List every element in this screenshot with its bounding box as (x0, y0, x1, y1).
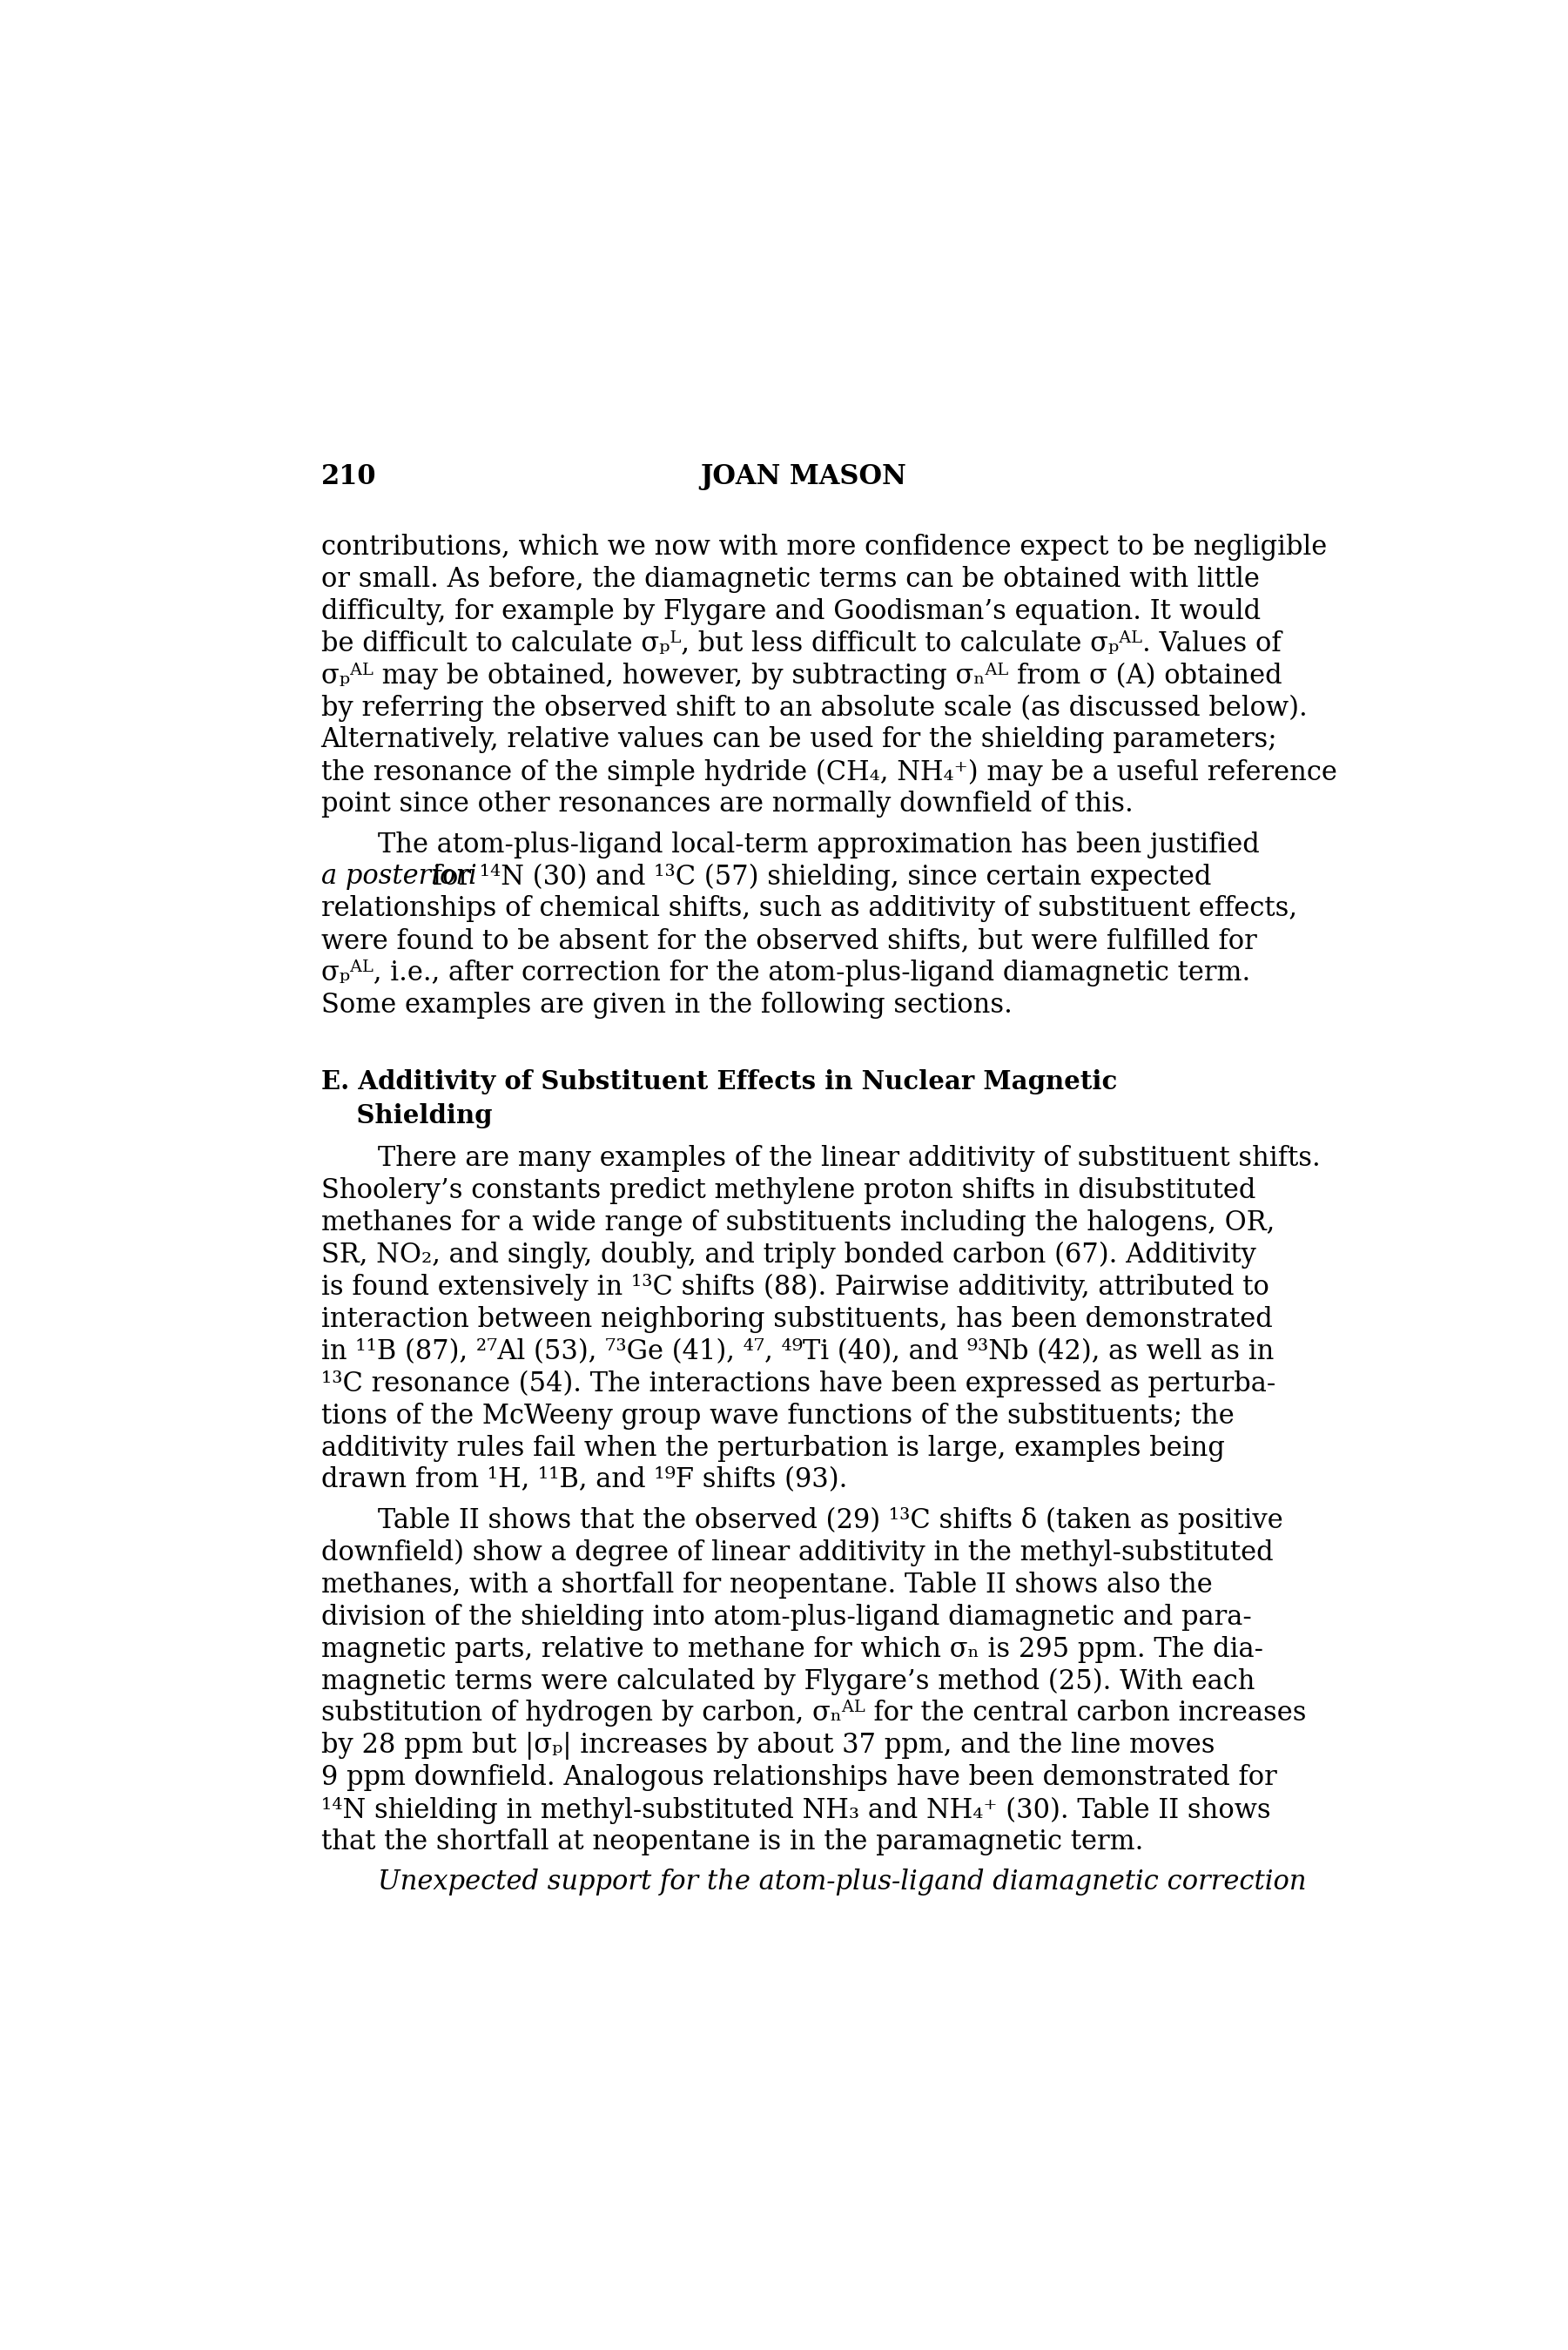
Text: a posteriori: a posteriori (321, 862, 477, 891)
Text: contributions, which we now with more confidence expect to be negligible: contributions, which we now with more co… (321, 533, 1327, 559)
Text: point since other resonances are normally downfield of this.: point since other resonances are normall… (321, 792, 1134, 818)
Text: 9 ppm downfield. Analogous relationships have been demonstrated for: 9 ppm downfield. Analogous relationships… (321, 1765, 1276, 1791)
Text: interaction between neighboring substituents, has been demonstrated: interaction between neighboring substitu… (321, 1307, 1272, 1332)
Text: Unexpected support for the atom-plus-ligand diamagnetic correction: Unexpected support for the atom-plus-lig… (378, 1868, 1306, 1896)
Text: drawn from ¹H, ¹¹B, and ¹⁹F shifts (93).: drawn from ¹H, ¹¹B, and ¹⁹F shifts (93). (321, 1466, 847, 1495)
Text: magnetic terms were calculated by Flygare’s method (25). With each: magnetic terms were calculated by Flygar… (321, 1668, 1254, 1694)
Text: There are many examples of the linear additivity of substituent shifts.: There are many examples of the linear ad… (378, 1144, 1320, 1173)
Text: methanes for a wide range of substituents including the halogens, OR,: methanes for a wide range of substituent… (321, 1210, 1275, 1236)
Text: magnetic parts, relative to methane for which σₙ is 295 ppm. The dia-: magnetic parts, relative to methane for … (321, 1636, 1262, 1661)
Text: relationships of chemical shifts, such as additivity of substituent effects,: relationships of chemical shifts, such a… (321, 895, 1297, 924)
Text: downfield) show a degree of linear additivity in the methyl-substituted: downfield) show a degree of linear addit… (321, 1539, 1273, 1565)
Text: by referring the observed shift to an absolute scale (as discussed below).: by referring the observed shift to an ab… (321, 693, 1308, 721)
Text: or small. As before, the diamagnetic terms can be obtained with little: or small. As before, the diamagnetic ter… (321, 566, 1259, 592)
Text: ¹⁴N shielding in methyl-substituted NH₃ and NH₄⁺ (30). Table II shows: ¹⁴N shielding in methyl-substituted NH₃ … (321, 1795, 1270, 1824)
Text: in ¹¹B (87), ²⁷Al (53), ⁷³Ge (41), ⁴⁷, ⁴⁹Ti (40), and ⁹³Nb (42), as well as in: in ¹¹B (87), ²⁷Al (53), ⁷³Ge (41), ⁴⁷, ⁴… (321, 1337, 1273, 1365)
Text: σₚᴬᴸ may be obtained, however, by subtracting σₙᴬᴸ from σ (A) obtained: σₚᴬᴸ may be obtained, however, by subtra… (321, 663, 1281, 689)
Text: by 28 ppm but |σₚ| increases by about 37 ppm, and the line moves: by 28 ppm but |σₚ| increases by about 37… (321, 1732, 1215, 1760)
Text: ¹³C resonance (54). The interactions have been expressed as perturba-: ¹³C resonance (54). The interactions hav… (321, 1370, 1275, 1398)
Text: SR, NO₂, and singly, doubly, and triply bonded carbon (67). Additivity: SR, NO₂, and singly, doubly, and triply … (321, 1241, 1256, 1269)
Text: σₚᴬᴸ, i.e., after correction for the atom-plus-ligand diamagnetic term.: σₚᴬᴸ, i.e., after correction for the ato… (321, 959, 1250, 987)
Text: Alternatively, relative values can be used for the shielding parameters;: Alternatively, relative values can be us… (321, 726, 1278, 754)
Text: the resonance of the simple hydride (CH₄, NH₄⁺) may be a useful reference: the resonance of the simple hydride (CH₄… (321, 759, 1338, 785)
Text: Shoolery’s constants predict methylene proton shifts in disubstituted: Shoolery’s constants predict methylene p… (321, 1177, 1256, 1203)
Text: Shielding: Shielding (321, 1102, 492, 1128)
Text: JOAN MASON: JOAN MASON (701, 463, 906, 491)
Text: E. Additivity of Substituent Effects in Nuclear Magnetic: E. Additivity of Substituent Effects in … (321, 1069, 1116, 1095)
Text: 210: 210 (321, 463, 376, 491)
Text: methanes, with a shortfall for neopentane. Table II shows also the: methanes, with a shortfall for neopentan… (321, 1572, 1212, 1598)
Text: that the shortfall at neopentane is in the paramagnetic term.: that the shortfall at neopentane is in t… (321, 1828, 1143, 1857)
Text: substitution of hydrogen by carbon, σₙᴬᴸ for the central carbon increases: substitution of hydrogen by carbon, σₙᴬᴸ… (321, 1699, 1306, 1727)
Text: division of the shielding into atom-plus-ligand diamagnetic and para-: division of the shielding into atom-plus… (321, 1603, 1251, 1631)
Text: tions of the McWeeny group wave functions of the substituents; the: tions of the McWeeny group wave function… (321, 1403, 1234, 1429)
Text: for ¹⁴N (30) and ¹³C (57) shielding, since certain expected: for ¹⁴N (30) and ¹³C (57) shielding, sin… (423, 862, 1212, 891)
Text: Table II shows that the observed (29) ¹³C shifts δ (taken as positive: Table II shows that the observed (29) ¹³… (378, 1506, 1284, 1535)
Text: difficulty, for example by Flygare and Goodisman’s equation. It would: difficulty, for example by Flygare and G… (321, 597, 1261, 625)
Text: be difficult to calculate σₚᴸ, but less difficult to calculate σₚᴬᴸ. Values of: be difficult to calculate σₚᴸ, but less … (321, 630, 1281, 658)
Text: were found to be absent for the observed shifts, but were fulfilled for: were found to be absent for the observed… (321, 928, 1256, 954)
Text: Some examples are given in the following sections.: Some examples are given in the following… (321, 992, 1011, 1020)
Text: The atom-plus-ligand local-term approximation has been justified: The atom-plus-ligand local-term approxim… (378, 832, 1261, 858)
Text: is found extensively in ¹³C shifts (88). Pairwise additivity, attributed to: is found extensively in ¹³C shifts (88).… (321, 1274, 1269, 1302)
Text: additivity rules fail when the perturbation is large, examples being: additivity rules fail when the perturbat… (321, 1434, 1225, 1462)
